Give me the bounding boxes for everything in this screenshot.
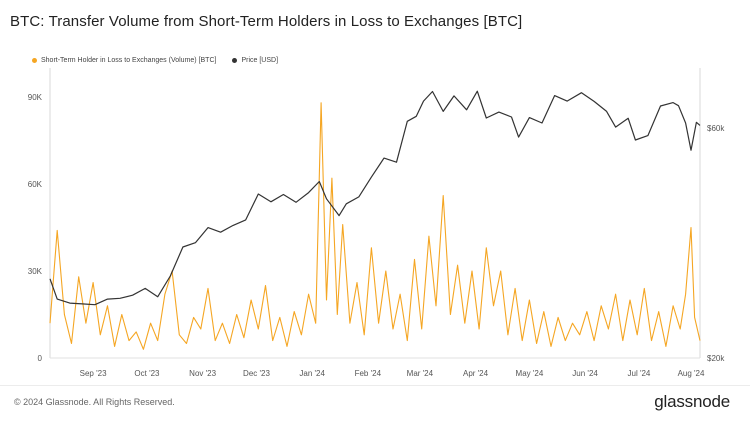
x-tick-label: May '24 bbox=[516, 369, 544, 378]
x-tick-label: Aug '24 bbox=[678, 369, 705, 378]
y-right-tick-label: $60k bbox=[707, 124, 725, 133]
footer-divider bbox=[0, 385, 750, 386]
chart-legend: Short-Term Holder in Loss to Exchanges (… bbox=[32, 57, 278, 64]
x-tick-label: Oct '23 bbox=[134, 369, 160, 378]
glassnode-logo: glassnode bbox=[654, 392, 730, 411]
x-tick-label: Nov '23 bbox=[189, 369, 216, 378]
y-left-tick-label: 0 bbox=[38, 354, 43, 363]
y-right-tick-label: $20k bbox=[707, 354, 725, 363]
y-left-tick-label: 30K bbox=[28, 267, 43, 276]
legend-label-price: Price [USD] bbox=[241, 57, 279, 64]
volume-series-line bbox=[49, 102, 701, 350]
legend-item-volume[interactable]: Short-Term Holder in Loss to Exchanges (… bbox=[32, 57, 216, 64]
x-tick-label: Mar '24 bbox=[407, 369, 434, 378]
x-tick-label: Apr '24 bbox=[463, 369, 489, 378]
legend-dot-price bbox=[232, 58, 238, 63]
y-left-tick-label: 90K bbox=[28, 93, 43, 102]
x-tick-label: Dec '23 bbox=[243, 369, 270, 378]
x-tick-label: Sep '23 bbox=[80, 369, 107, 378]
copyright-text: © 2024 Glassnode. All Rights Reserved. bbox=[14, 397, 175, 407]
price-series-line bbox=[49, 90, 701, 306]
x-tick-label: Jan '24 bbox=[299, 369, 325, 378]
legend-label-volume: Short-Term Holder in Loss to Exchanges (… bbox=[41, 57, 217, 64]
x-tick-label: Feb '24 bbox=[355, 369, 382, 378]
legend-item-price[interactable]: Price [USD] bbox=[232, 57, 278, 64]
legend-dot-volume bbox=[32, 58, 37, 63]
x-tick-label: Jun '24 bbox=[572, 369, 598, 378]
x-tick-label: Jul '24 bbox=[628, 369, 651, 378]
chart-title: BTC: Transfer Volume from Short-Term Hol… bbox=[10, 13, 523, 30]
y-left-tick-label: 60K bbox=[28, 180, 43, 189]
